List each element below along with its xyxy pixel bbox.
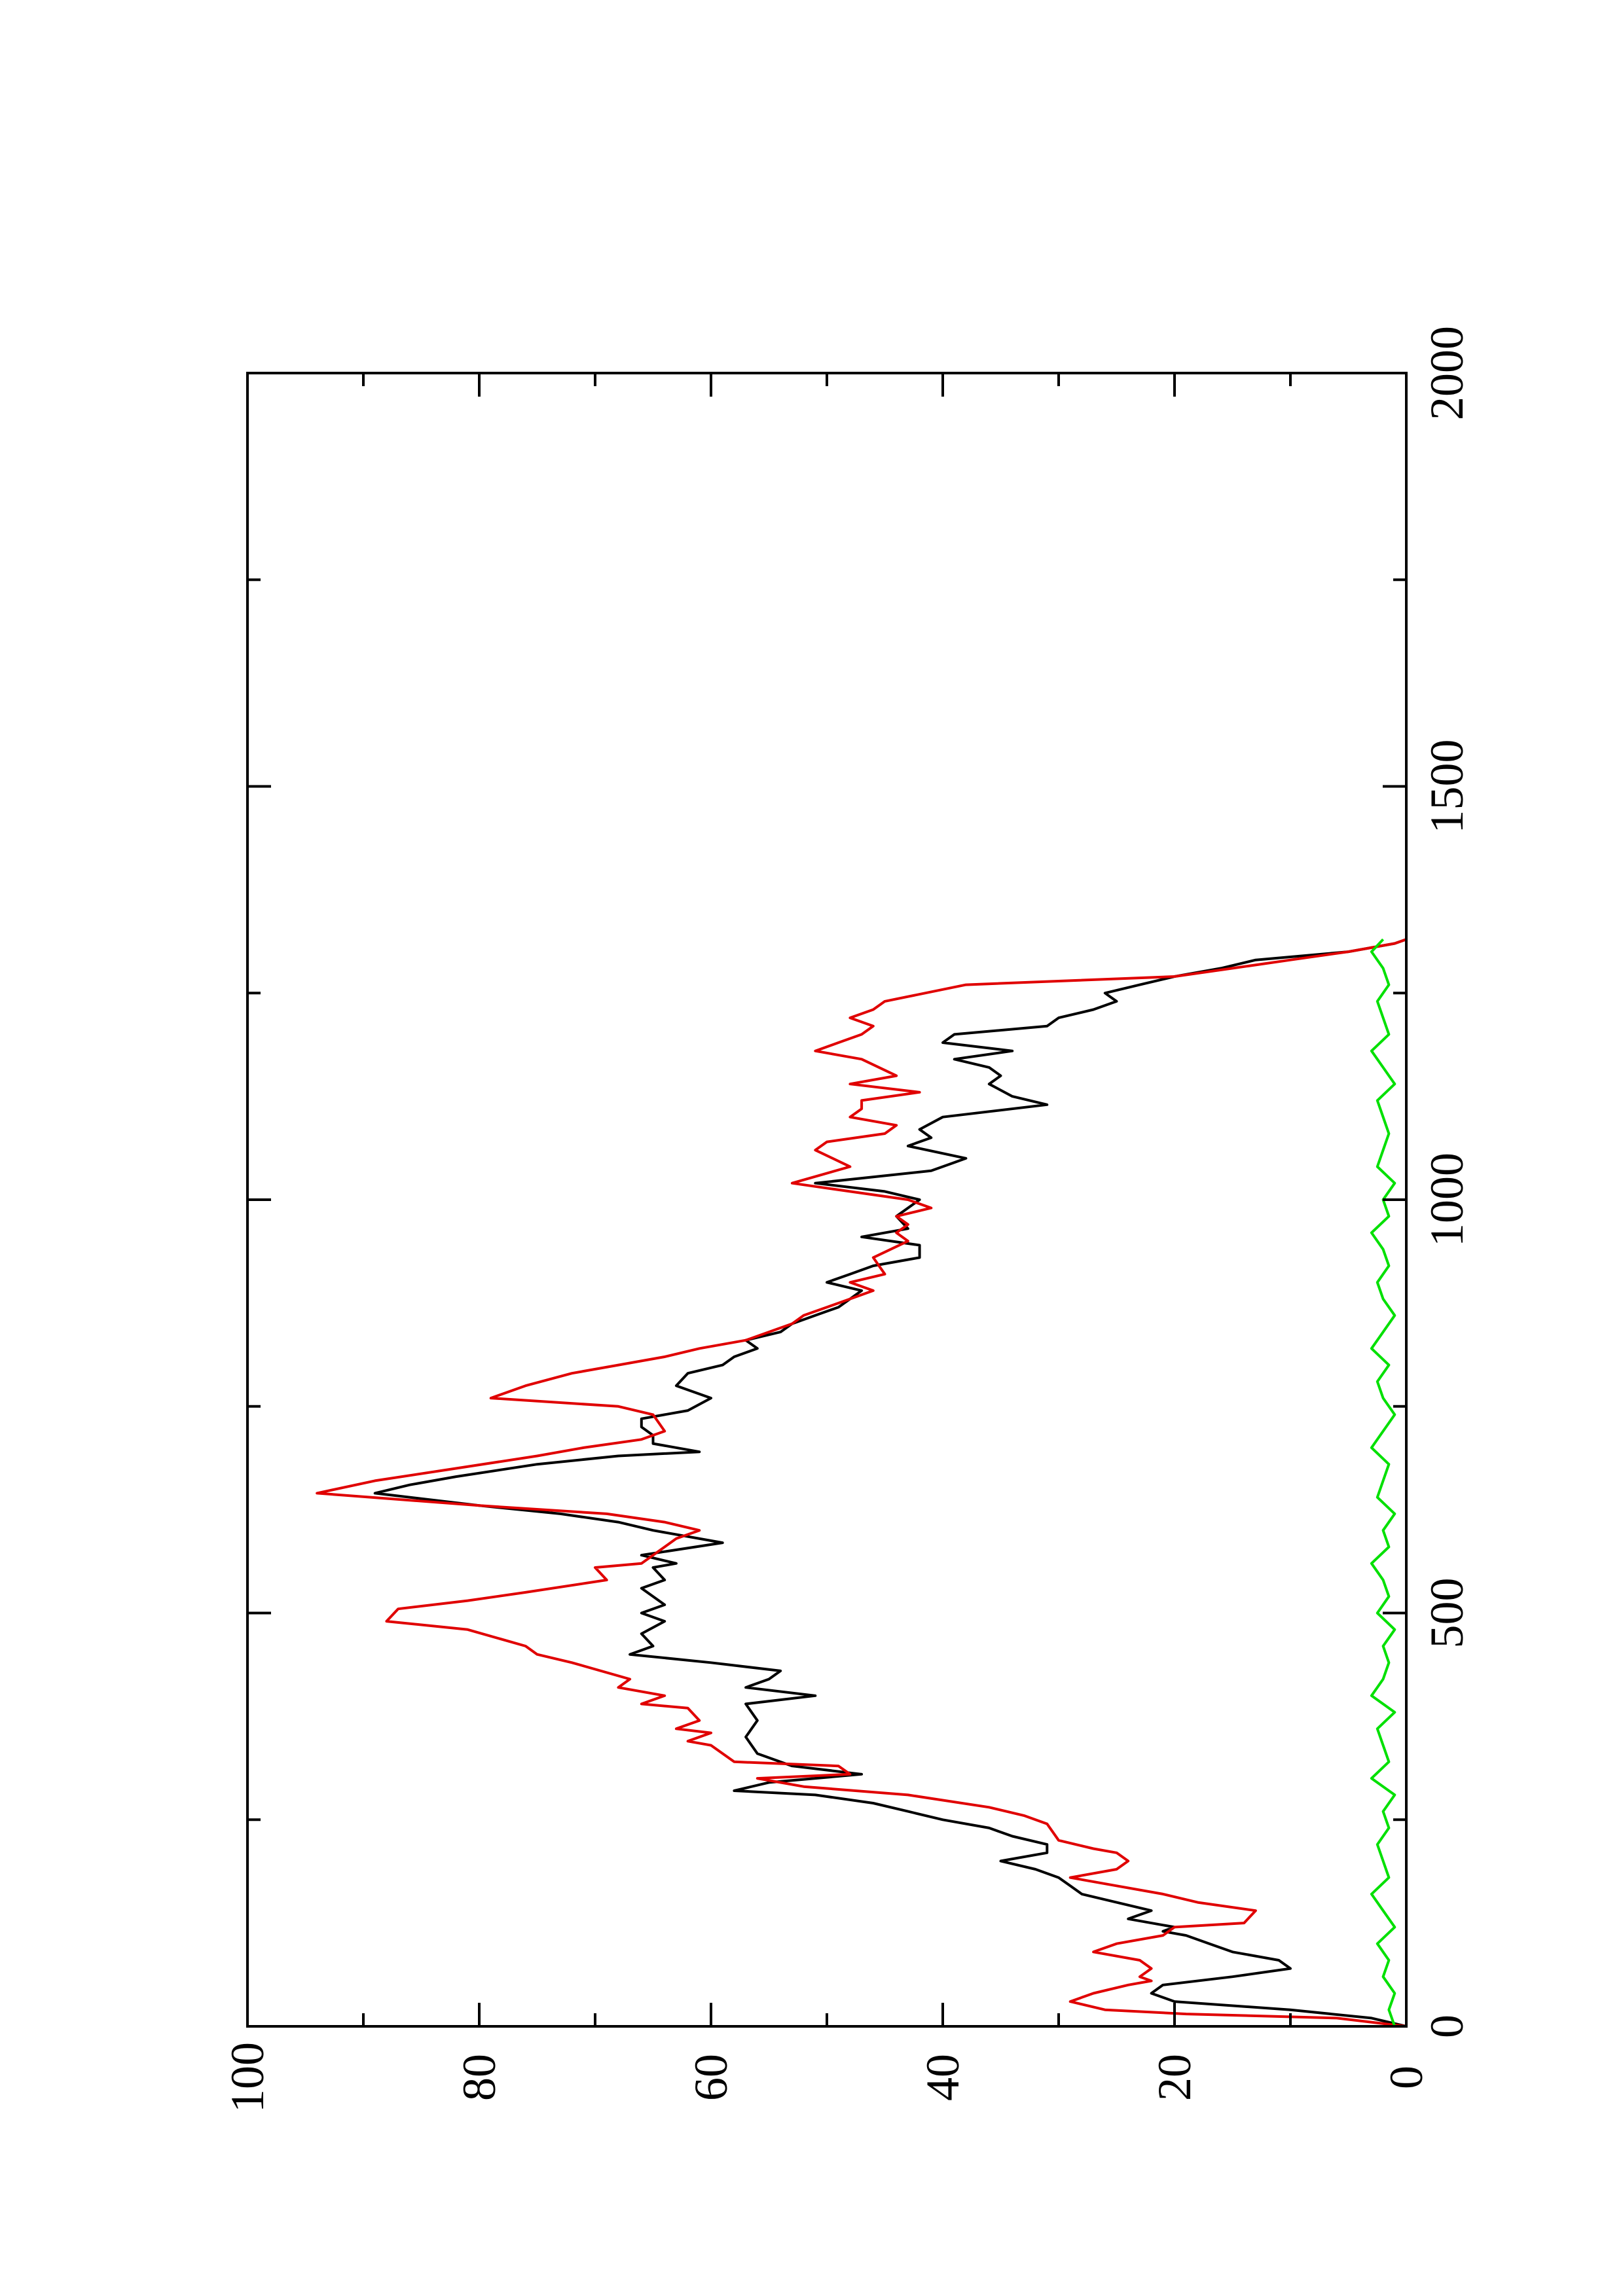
series-line-3 <box>1370 938 1396 2027</box>
series-layer <box>316 938 1407 2028</box>
y-tick-label: 60 <box>685 2054 737 2101</box>
series-line-2 <box>316 938 1407 2028</box>
x-tick-label: 1000 <box>1421 1153 1473 1247</box>
x-tick-label: 2000 <box>1421 326 1473 420</box>
x-tick-label: 1500 <box>1421 740 1473 834</box>
x-tick-label: 500 <box>1421 1578 1473 1649</box>
y-tick-label: 40 <box>917 2054 969 2101</box>
y-tick-label: 0 <box>1380 2066 1432 2089</box>
x-tick-label: 0 <box>1421 2015 1473 2038</box>
y-tick-label: 80 <box>453 2054 505 2101</box>
series-line-1 <box>373 938 1407 2028</box>
tick-layer <box>246 372 1408 2028</box>
y-tick-label: 20 <box>1148 2054 1201 2101</box>
y-tick-label: 100 <box>221 2042 274 2113</box>
label-layer: 0 500 1000 1500 2000 0 20 40 60 80 100 <box>221 326 1473 2113</box>
